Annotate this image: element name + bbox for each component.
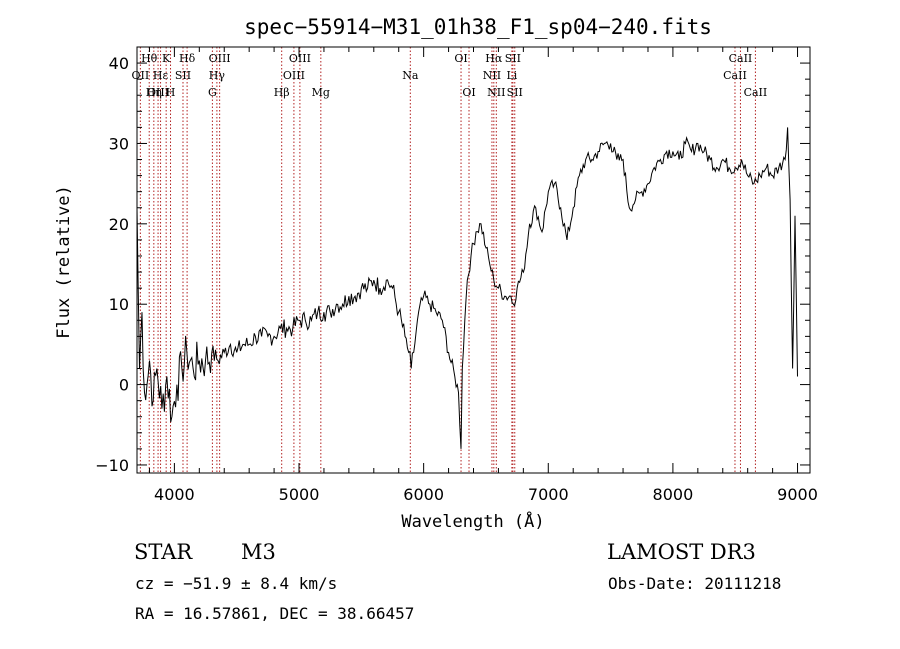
line-label: OIII (147, 86, 169, 99)
x-tick-label: 9000 (777, 485, 818, 504)
x-tick-label: 4000 (154, 485, 195, 504)
line-label: CaII (723, 69, 747, 82)
y-axis: −10 0 10 20 30 40 (95, 46, 810, 475)
x-axis: 4000 5000 6000 7000 8000 9000 (148, 47, 818, 504)
line-label: Hγ (209, 69, 226, 82)
x-tick-label: 8000 (653, 485, 694, 504)
line-label: OII (132, 69, 150, 82)
line-label: Li (506, 69, 517, 82)
line-label: Hβ (274, 86, 290, 99)
y-tick-label: 30 (109, 134, 129, 153)
plot-frame (136, 46, 811, 474)
line-label: SII (505, 52, 521, 65)
y-tick-label: −10 (95, 456, 129, 475)
line-label: OI (462, 86, 475, 99)
line-label: SII (175, 69, 191, 82)
x-tick-label: 7000 (528, 485, 569, 504)
line-label: G (208, 86, 217, 99)
line-label: NII (483, 69, 501, 82)
line-label: Hθ (141, 52, 158, 65)
spectrum-line (136, 127, 798, 449)
y-tick-label: 0 (119, 376, 129, 395)
radial-velocity: cz = −51.9 ± 8.4 km/s (135, 574, 338, 593)
line-label: OIII (283, 69, 305, 82)
line-label: K (162, 52, 171, 65)
object-subclass: M3 (241, 540, 276, 564)
line-label: CaII (729, 52, 753, 65)
x-tick-label: 6000 (403, 485, 444, 504)
line-label: Na (402, 69, 419, 82)
line-label: H (166, 86, 176, 99)
line-label: CaII (744, 86, 768, 99)
y-axis-label: Flux (relative) (54, 185, 74, 339)
line-label: Hδ (179, 52, 196, 65)
survey-name: LAMOST DR3 (607, 540, 756, 564)
x-axis-label: Wavelength (Å) (401, 510, 544, 532)
line-label: Mg (312, 86, 330, 99)
observation-date: Obs-Date: 20111218 (608, 574, 782, 593)
x-tick-label: 5000 (279, 485, 320, 504)
line-label: Hα (485, 52, 503, 65)
y-tick-label: 40 (109, 54, 129, 73)
object-class: STAR (134, 540, 193, 564)
line-label: Hε (153, 69, 169, 82)
chart-title: spec−55914−M31_01h38_F1_sp04−240.fits (244, 15, 712, 39)
line-label: SII (507, 86, 523, 99)
y-tick-label: 10 (109, 295, 129, 314)
emission-line-markers (139, 47, 756, 473)
coordinates: RA = 16.57861, DEC = 38.66457 (135, 604, 415, 623)
line-label: Hη (146, 86, 162, 99)
line-label: OIII (209, 52, 231, 65)
line-label: OIII (289, 52, 311, 65)
line-label: OI (454, 52, 467, 65)
line-label: NII (487, 86, 505, 99)
y-tick-label: 20 (109, 215, 129, 234)
